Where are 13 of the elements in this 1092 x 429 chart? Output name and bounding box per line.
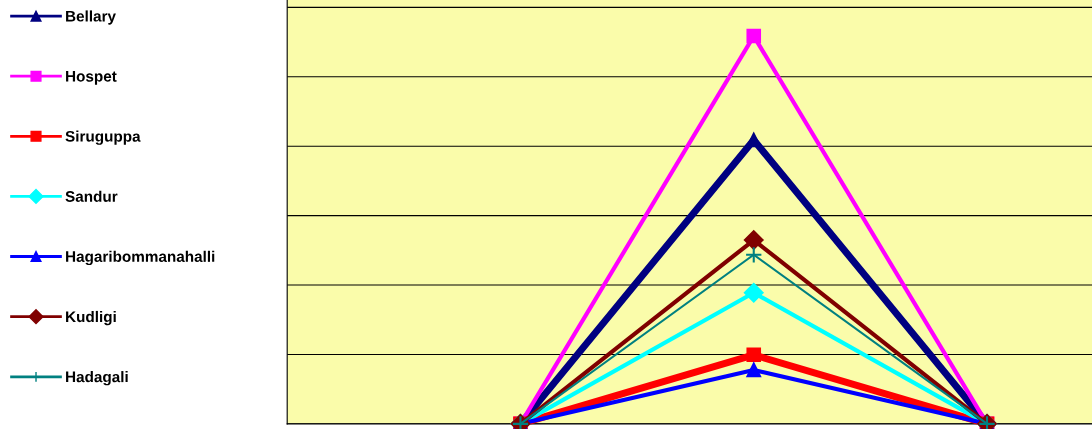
legend-label: Hospet <box>66 71 117 85</box>
point <box>743 282 764 303</box>
point <box>746 362 762 378</box>
legend-label: Kudligi <box>66 310 116 326</box>
legend-label: Bellary <box>66 10 116 25</box>
point <box>746 347 762 363</box>
point <box>743 230 764 250</box>
legend-label: Hadagali <box>66 371 128 386</box>
point <box>745 246 763 264</box>
point <box>746 28 762 44</box>
legend-label: Hagaribommanahalli <box>66 250 215 266</box>
legend-label: Siruguppa <box>65 130 141 145</box>
legend-label: Sandur <box>65 190 118 202</box>
